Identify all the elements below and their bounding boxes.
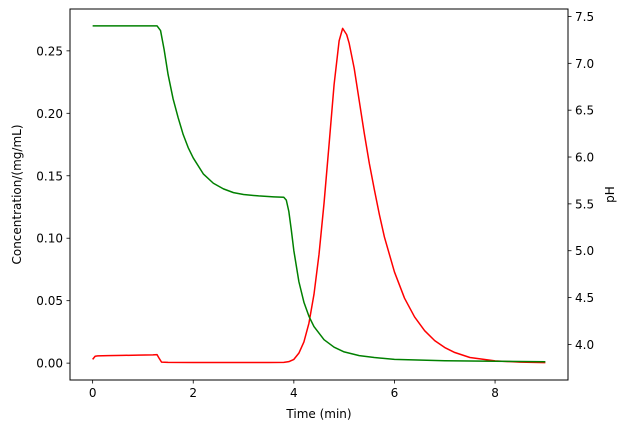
y-right-tick-label: 6.0 bbox=[575, 151, 594, 165]
series-line-right bbox=[92, 25, 546, 363]
y-left-tick-label: 0.10 bbox=[36, 232, 63, 246]
y-right-tick-label: 7.5 bbox=[575, 10, 594, 24]
x-tick-label: 6 bbox=[391, 386, 399, 400]
x-tick-label: 8 bbox=[491, 386, 499, 400]
y-left-tick-label: 0.00 bbox=[36, 357, 63, 371]
y-axis-label-left: Concentration/(mg/mL) bbox=[10, 124, 24, 264]
x-axis-label: Time (min) bbox=[285, 407, 351, 421]
y-left-tick-label: 0.20 bbox=[36, 107, 63, 121]
y-right-tick-label: 4.5 bbox=[575, 291, 594, 305]
y-left-tick-label: 0.05 bbox=[36, 294, 63, 308]
y-right-tick-label: 5.0 bbox=[575, 244, 594, 258]
x-tick-label: 4 bbox=[290, 386, 298, 400]
x-tick-label: 2 bbox=[189, 386, 197, 400]
plot-area bbox=[92, 25, 546, 364]
series-line-left bbox=[92, 27, 546, 364]
x-tick-label: 0 bbox=[89, 386, 97, 400]
y-right-tick-label: 4.0 bbox=[575, 338, 594, 352]
y-right-tick-label: 6.5 bbox=[575, 104, 594, 118]
y-right-tick-label: 5.5 bbox=[575, 197, 594, 211]
ticks: 0 2 4 6 8 0.00 0.05 0.10 0.15 0.20 0.25 4.0 4.5 5.0 5.… bbox=[36, 10, 594, 400]
y-left-tick-label: 0.25 bbox=[36, 44, 63, 58]
y-axis-label-right: pH bbox=[603, 186, 617, 203]
y-left-tick-label: 0.15 bbox=[36, 169, 63, 183]
axes-frame bbox=[69, 8, 569, 381]
y-right-tick-label: 7.0 bbox=[575, 57, 594, 71]
